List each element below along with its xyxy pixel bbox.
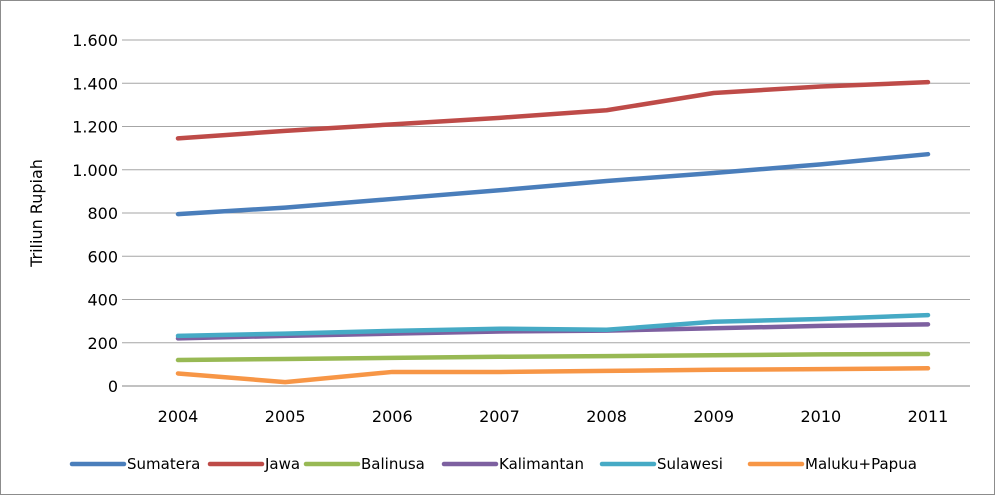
legend-label-sumatera: Sumatera xyxy=(127,455,200,473)
x-tick-label: 2011 xyxy=(908,407,949,426)
x-tick-label: 2005 xyxy=(265,407,306,426)
y-tick-label: 800 xyxy=(87,204,118,223)
y-axis-label: Triliun Rupiah xyxy=(27,159,46,268)
legend-label-balinusa: Balinusa xyxy=(361,455,425,473)
series-line-maluku-papua xyxy=(175,366,931,385)
y-tick-label: 400 xyxy=(87,291,118,310)
series-lines xyxy=(175,79,931,385)
y-tick-label: 1.600 xyxy=(72,31,118,50)
legend-label-sulawesi: Sulawesi xyxy=(657,455,723,473)
x-tick-label: 2008 xyxy=(586,407,627,426)
gridlines xyxy=(122,39,970,387)
y-axis-ticks: 0 200 400 600 800 1.000 1.200 1.400 1.600 xyxy=(72,31,118,396)
x-tick-label: 2006 xyxy=(372,407,413,426)
y-tick-label: 200 xyxy=(87,334,118,353)
y-tick-label: 0 xyxy=(108,377,118,396)
x-tick-label: 2007 xyxy=(479,407,520,426)
series-line-sumatera xyxy=(175,151,931,217)
legend: Sumatera Jawa Balinusa Kalimantan Sulawesi Ma… xyxy=(69,455,917,473)
x-tick-label: 2009 xyxy=(693,407,734,426)
y-tick-label: 1.400 xyxy=(72,74,118,93)
series-line-jawa xyxy=(175,79,931,141)
series-line-sulawesi xyxy=(175,312,931,339)
legend-label-jawa: Jawa xyxy=(264,455,300,473)
x-tick-label: 2010 xyxy=(800,407,841,426)
x-axis-ticks: 2004 2005 2006 2007 2008 2009 2010 2011 xyxy=(158,407,949,426)
y-tick-label: 600 xyxy=(87,247,118,266)
y-tick-label: 1.000 xyxy=(72,161,118,180)
series-line-balinusa xyxy=(175,351,931,363)
legend-label-kalimantan: Kalimantan xyxy=(499,455,584,473)
legend-label-maluku-papua: Maluku+Papua xyxy=(805,455,917,473)
x-tick-label: 2004 xyxy=(158,407,199,426)
y-tick-label: 1.200 xyxy=(72,118,118,137)
